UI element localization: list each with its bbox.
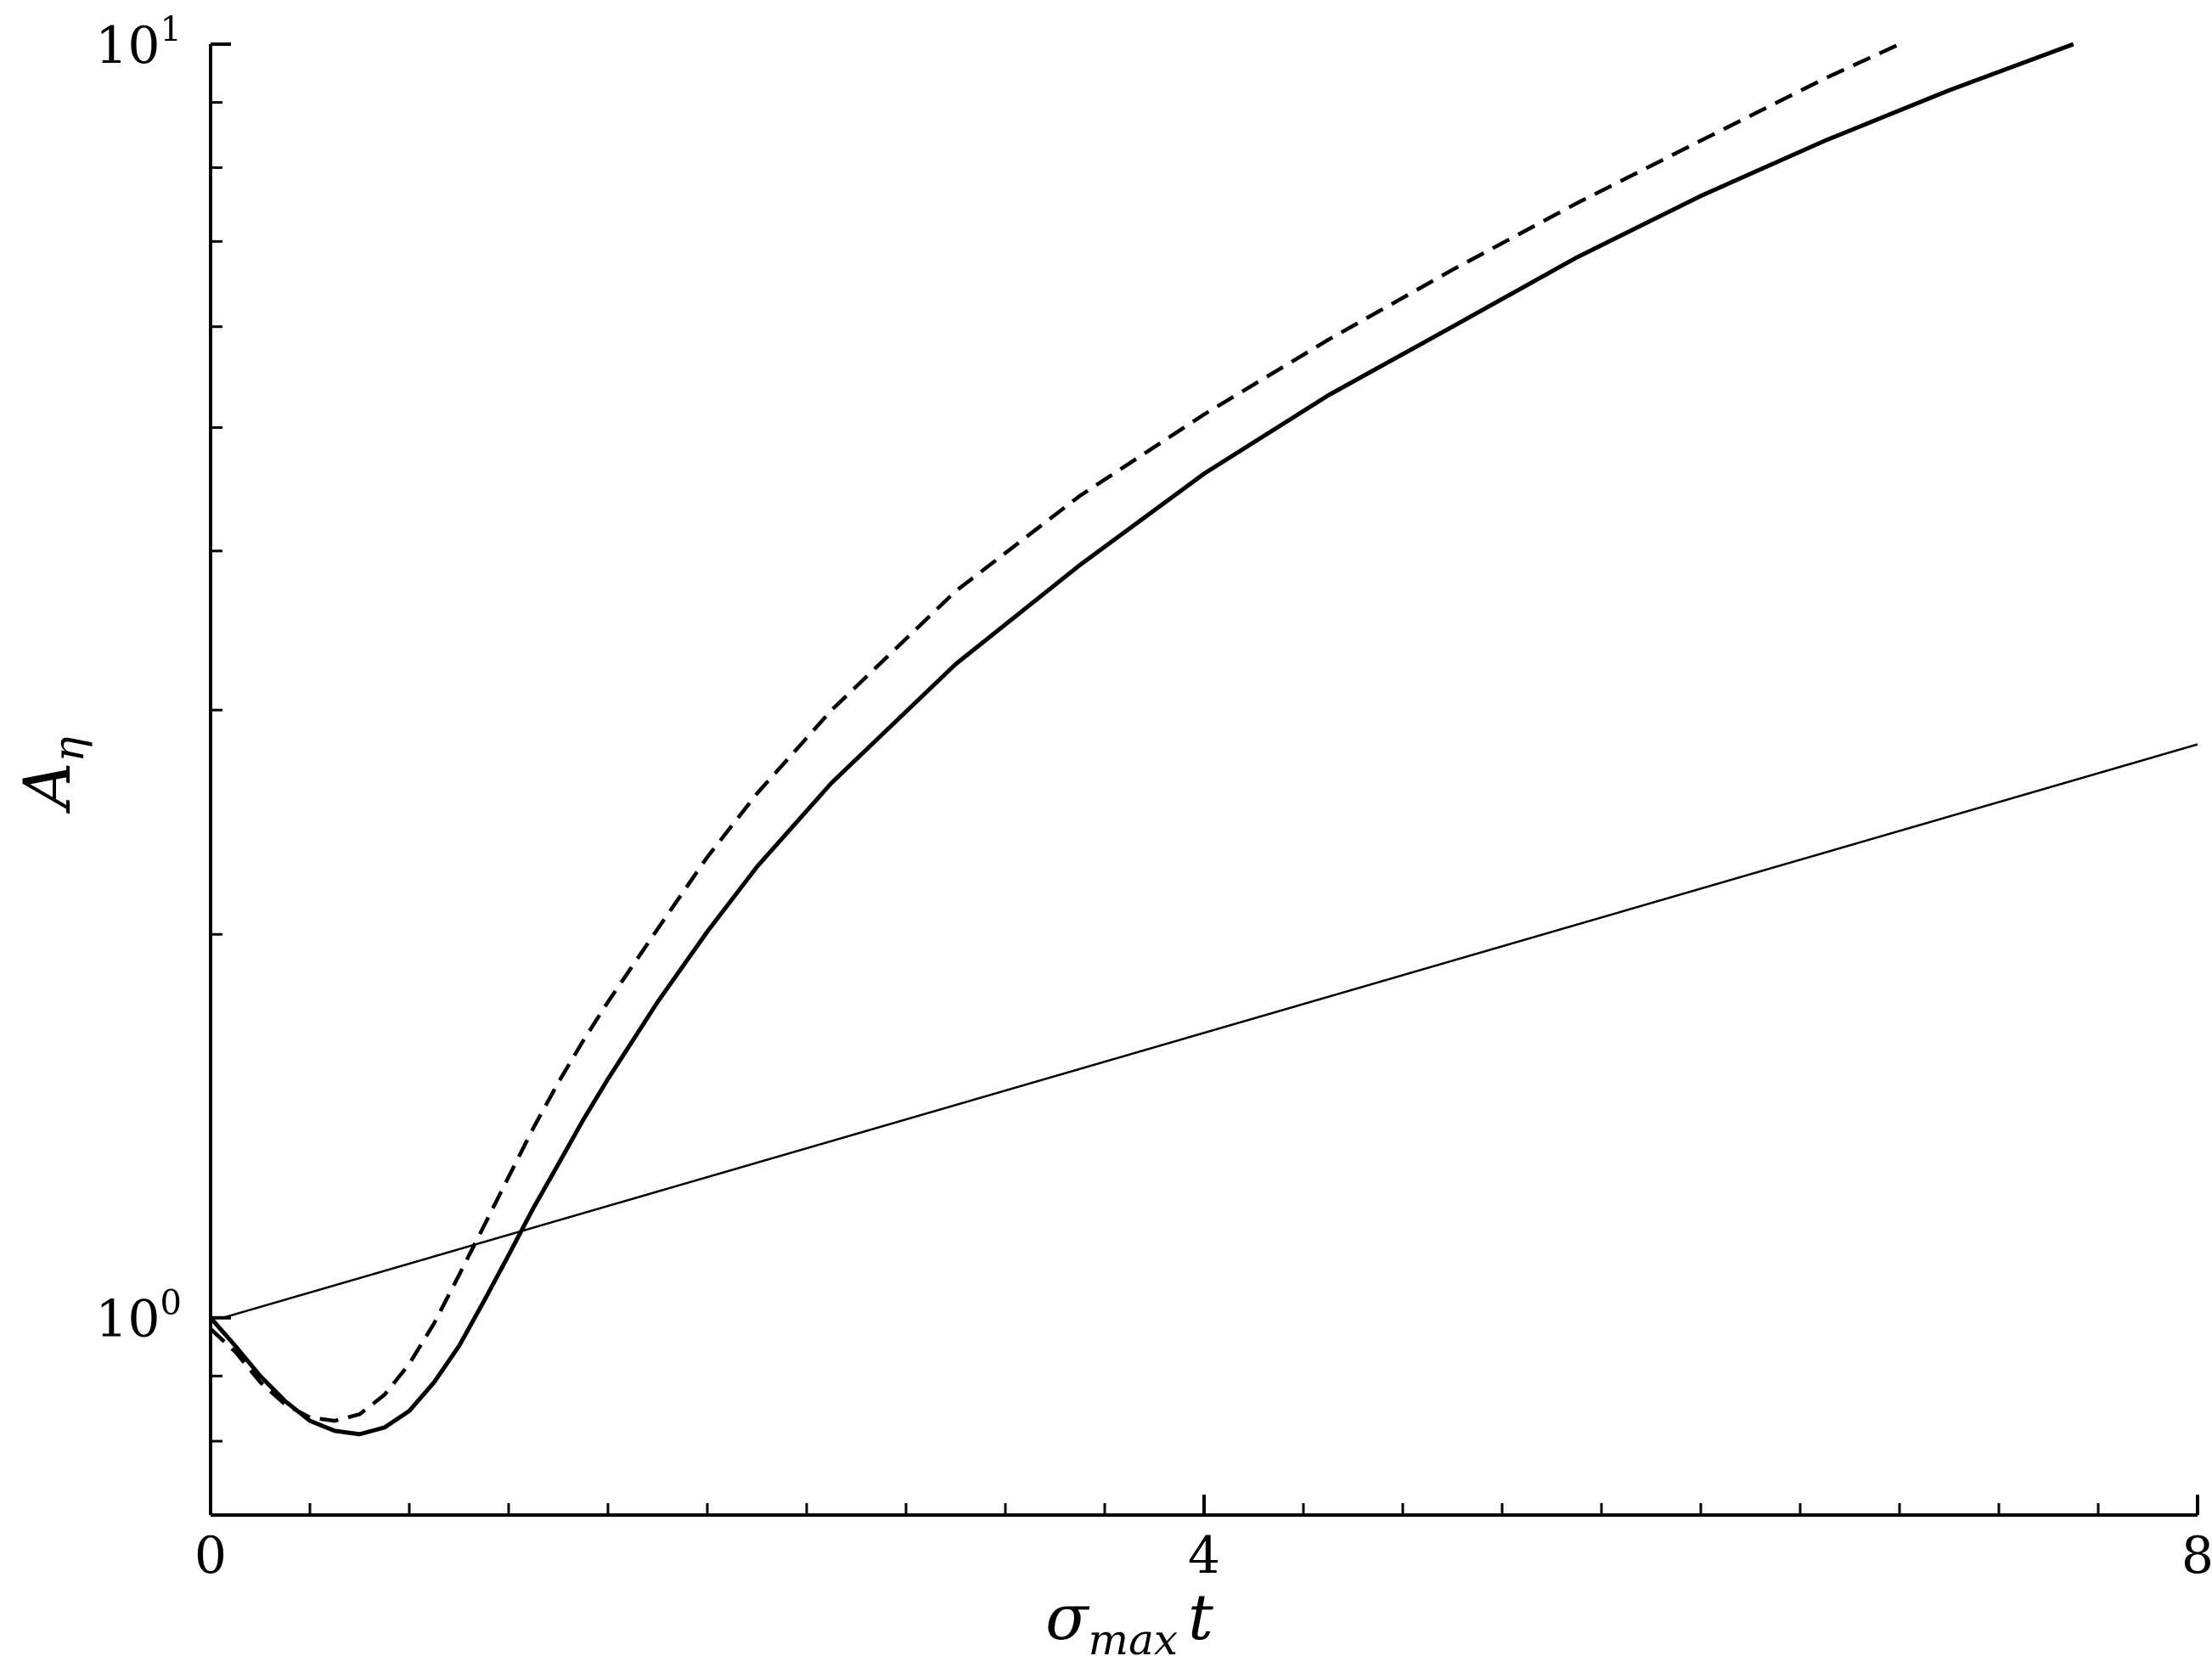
axes xyxy=(209,44,2198,1517)
y-axis-title-sub: η xyxy=(44,737,93,763)
x-tick-label-0: 0 xyxy=(194,1526,227,1586)
ticks xyxy=(209,42,2199,1515)
series-line-solid-thick xyxy=(209,42,2074,1437)
x-axis-title: σmax t xyxy=(1045,1581,1213,1656)
y-axis-title-base: A xyxy=(9,763,85,814)
x-axis-title-tail: t xyxy=(1188,1581,1213,1654)
series-line-dashed xyxy=(209,42,1900,1423)
y-axis-title: Aη xyxy=(9,737,93,814)
tick-labels: 0 4 8 100 101 xyxy=(95,10,2212,1586)
series-line-solid-thin xyxy=(222,743,2198,1319)
x-axis-title-sub: max xyxy=(1089,1615,1178,1656)
series-layer xyxy=(209,42,2198,1437)
x-tick-label-2: 8 xyxy=(2181,1526,2212,1586)
y-tick-label-0: 100 xyxy=(95,1284,182,1349)
y-tick-label-1: 101 xyxy=(95,10,182,76)
x-axis-title-base: σ xyxy=(1045,1581,1090,1654)
x-tick-label-1: 4 xyxy=(1188,1526,1220,1586)
